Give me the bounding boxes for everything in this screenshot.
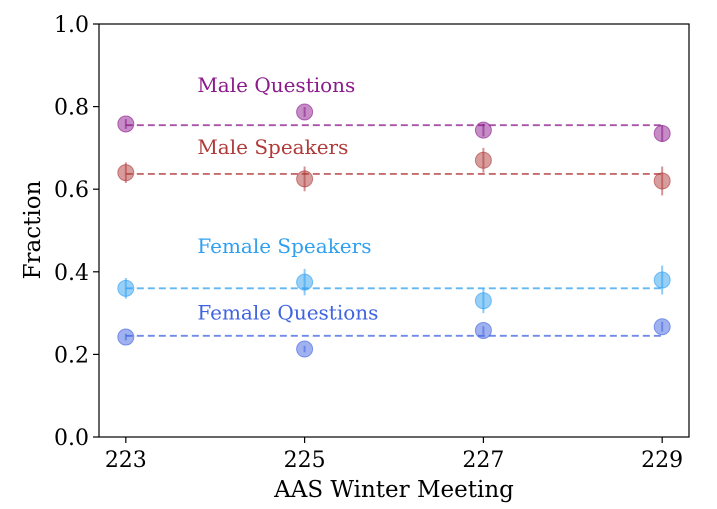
data-point-3-1 (296, 340, 314, 358)
data-point-0-1 (296, 103, 314, 121)
data-point-2-3 (653, 271, 671, 289)
series-label-2: Female Speakers (197, 234, 371, 258)
data-point-1-3 (653, 172, 671, 190)
x-tick-label-0: 223 (105, 448, 147, 473)
data-point-0-0 (117, 115, 135, 133)
data-point-1-0 (117, 164, 135, 182)
x-tick-label-1: 225 (284, 448, 326, 473)
x-axis-title: AAS Winter Meeting (273, 477, 514, 503)
x-tick-label-2: 227 (462, 448, 504, 473)
y-tick-label-0: 0.0 (54, 426, 89, 451)
series-label-0: Male Questions (197, 73, 355, 97)
data-point-2-2 (474, 292, 492, 310)
y-tick-label-3: 0.6 (54, 178, 89, 203)
data-point-1-1 (296, 170, 314, 188)
plot-layer: Male Questions Male Speakers Female Speake… (117, 73, 671, 358)
data-point-1-2 (474, 151, 492, 169)
y-tick-label-5: 1.0 (54, 13, 89, 38)
data-point-2-0 (117, 279, 135, 297)
data-point-3-3 (653, 318, 671, 336)
data-point-2-1 (296, 273, 314, 291)
y-tick-label-4: 0.8 (54, 96, 89, 121)
plot-frame (98, 23, 690, 438)
data-point-0-3 (653, 124, 671, 142)
data-point-3-0 (117, 328, 135, 346)
data-point-0-2 (474, 121, 492, 139)
series-label-1: Male Speakers (197, 135, 348, 159)
y-tick-label-1: 0.2 (54, 343, 89, 368)
data-point-3-2 (474, 321, 492, 339)
y-axis-title: Fraction (20, 180, 46, 279)
axes-layer: 223 225 227 229 0.0 0.2 0.4 0.6 0.8 1.0 (54, 13, 683, 473)
x-tick-label-3: 229 (641, 448, 683, 473)
y-tick-label-2: 0.4 (54, 261, 89, 286)
series-label-3: Female Questions (197, 300, 378, 324)
